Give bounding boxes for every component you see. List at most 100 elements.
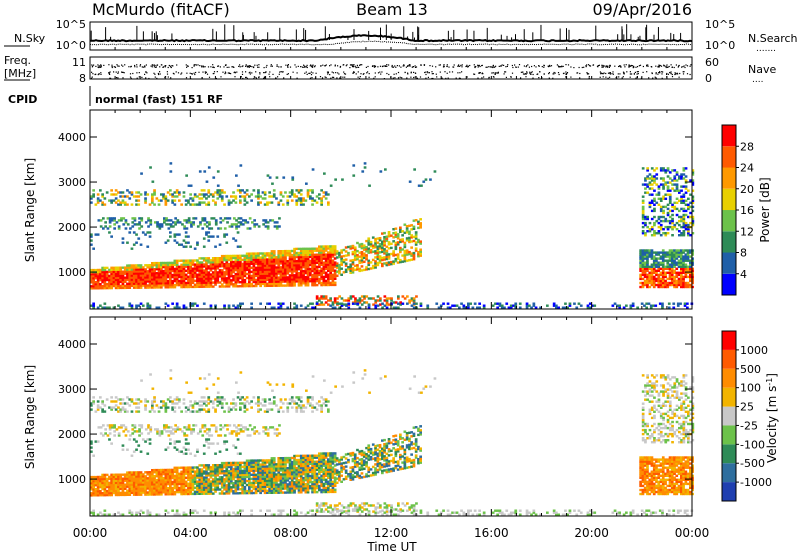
power-cell bbox=[666, 261, 670, 264]
power-cell bbox=[144, 221, 148, 224]
power-cell bbox=[318, 271, 321, 275]
power-cell bbox=[259, 260, 262, 263]
velocity-cell bbox=[99, 477, 102, 481]
power-cell bbox=[263, 278, 267, 281]
freq-point bbox=[113, 66, 115, 68]
power-cell bbox=[315, 261, 319, 264]
velocity-cell bbox=[119, 479, 122, 482]
freq-point bbox=[185, 64, 187, 66]
power-cell bbox=[139, 284, 143, 287]
power-cell bbox=[169, 231, 172, 234]
freq-point bbox=[432, 73, 434, 75]
freq-point bbox=[445, 77, 447, 79]
power-cell bbox=[295, 270, 299, 273]
power-cell bbox=[648, 271, 652, 274]
power-cell bbox=[680, 257, 683, 260]
power-cell bbox=[324, 253, 328, 256]
power-cell bbox=[137, 195, 141, 198]
power-cell bbox=[399, 303, 402, 306]
power-cell bbox=[148, 284, 152, 287]
power-cell bbox=[333, 261, 337, 264]
power-cell bbox=[356, 264, 359, 267]
power-cell bbox=[171, 286, 174, 289]
power-cell bbox=[153, 193, 156, 196]
power-cell bbox=[666, 259, 670, 262]
power-cell bbox=[659, 177, 663, 180]
power-cell bbox=[227, 283, 231, 286]
power-cell bbox=[105, 266, 109, 270]
power-cell bbox=[349, 263, 353, 266]
power-cell bbox=[353, 256, 357, 259]
power-cell bbox=[376, 299, 380, 302]
velocity-cell bbox=[101, 475, 104, 479]
velocity-cell bbox=[119, 481, 122, 484]
power-cell bbox=[187, 217, 191, 220]
power-cell bbox=[650, 277, 654, 281]
velocity-cell bbox=[160, 493, 163, 496]
power-cell bbox=[225, 271, 229, 274]
freq-point bbox=[331, 76, 334, 78]
power-cell bbox=[264, 219, 268, 222]
power-cell bbox=[131, 225, 135, 228]
freq-point bbox=[289, 66, 292, 68]
power-cell bbox=[320, 197, 323, 200]
power-cell bbox=[675, 273, 679, 277]
velocity-cell bbox=[169, 476, 172, 480]
freq-point bbox=[117, 72, 119, 74]
power-cell bbox=[279, 199, 283, 202]
power-cell bbox=[358, 297, 362, 300]
power-cell bbox=[385, 245, 389, 248]
power-cell bbox=[691, 232, 695, 235]
power-cell bbox=[378, 255, 382, 258]
power-cell bbox=[166, 199, 170, 202]
power-cell bbox=[264, 225, 268, 228]
power-cell bbox=[324, 265, 328, 268]
power-cell bbox=[381, 246, 384, 249]
freq-point bbox=[597, 65, 599, 67]
freq-point bbox=[136, 72, 138, 74]
velocity-cell bbox=[135, 485, 138, 488]
power-cell bbox=[101, 195, 104, 198]
power-cell bbox=[175, 281, 179, 285]
freq-point bbox=[567, 64, 570, 66]
freq-point bbox=[153, 72, 155, 74]
freq-strip-frame bbox=[89, 56, 693, 80]
power-cell bbox=[234, 201, 238, 204]
power-cell bbox=[658, 302, 662, 305]
power-cell bbox=[446, 302, 450, 305]
power-cell bbox=[270, 201, 274, 204]
power-cell bbox=[327, 261, 330, 264]
freq-point bbox=[614, 65, 616, 67]
power-cell bbox=[128, 191, 132, 194]
freq-point bbox=[477, 77, 479, 79]
power-cell bbox=[137, 282, 141, 285]
power-cell bbox=[293, 274, 296, 277]
power-cell bbox=[175, 277, 179, 281]
power-cell bbox=[290, 199, 294, 202]
power-cell bbox=[420, 184, 423, 187]
freq-point bbox=[629, 76, 631, 78]
power-cell bbox=[675, 221, 679, 225]
power-cell bbox=[272, 272, 276, 275]
freq-point bbox=[257, 66, 259, 68]
power-cell bbox=[331, 265, 335, 268]
power-cell bbox=[664, 183, 668, 186]
velocity-cell bbox=[126, 479, 129, 482]
power-cell bbox=[297, 257, 301, 261]
power-cell bbox=[257, 282, 260, 286]
velocity-cell bbox=[94, 475, 98, 479]
power-cell bbox=[266, 274, 269, 277]
power-cell bbox=[324, 267, 328, 270]
power-cell bbox=[293, 276, 296, 279]
power-cell bbox=[146, 276, 150, 279]
power-cell bbox=[641, 209, 645, 213]
power-cell bbox=[271, 219, 275, 222]
power-cell bbox=[652, 277, 656, 281]
power-cell bbox=[392, 236, 395, 239]
power-cell bbox=[157, 306, 161, 309]
power-cell bbox=[155, 280, 159, 283]
power-cell bbox=[655, 261, 658, 264]
velocity-cell bbox=[164, 476, 168, 480]
power-cell bbox=[281, 250, 285, 253]
power-cell bbox=[675, 207, 679, 211]
